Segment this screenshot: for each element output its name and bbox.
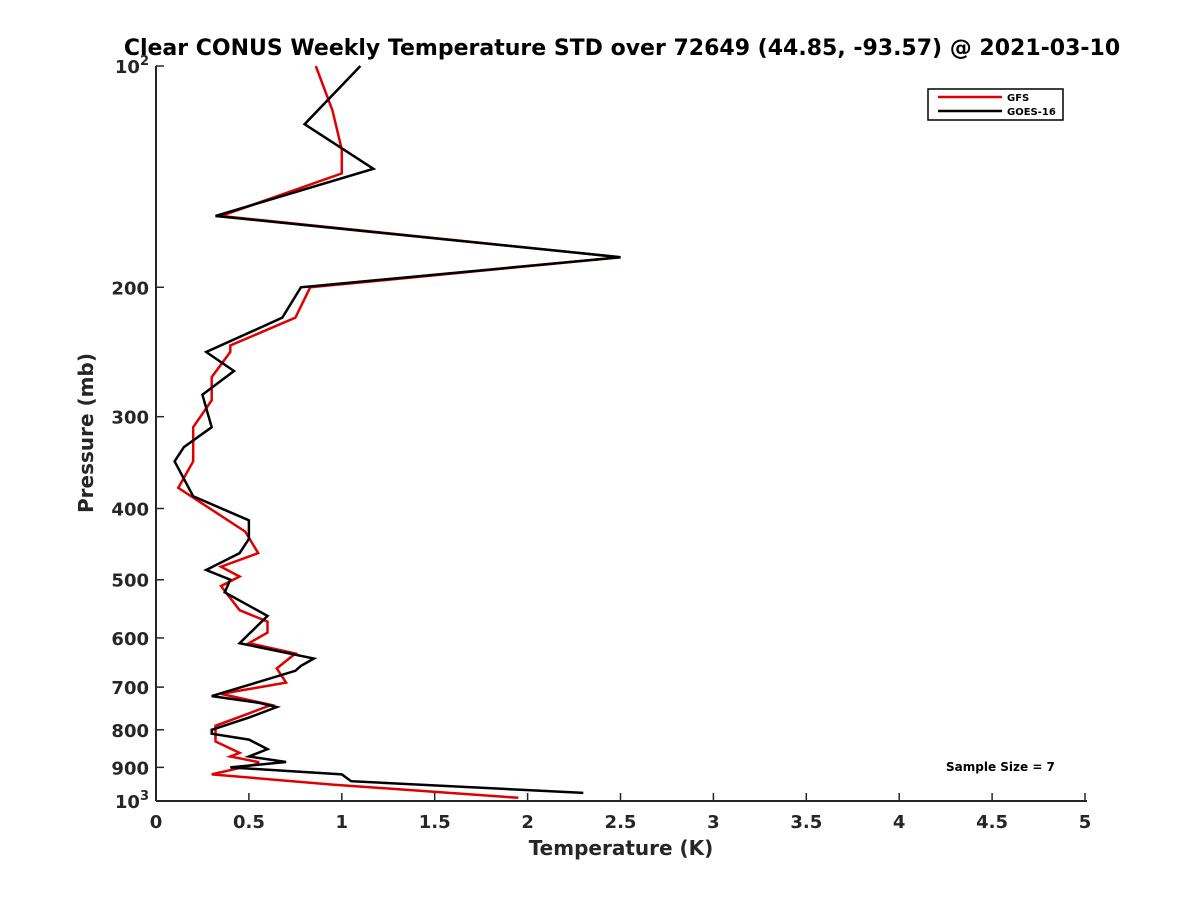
x-tick-label: 2 <box>521 812 534 833</box>
x-tick-label: 5 <box>1079 812 1092 833</box>
chart-title: Clear CONUS Weekly Temperature STD over … <box>124 36 1120 61</box>
y-tick-label: 200 <box>111 278 149 299</box>
x-ticks: 0 0.5 1 1.5 2 2.5 3 3.5 4 4.5 5 <box>150 793 1092 833</box>
legend-label-goes-16: GOES-16 <box>1007 107 1056 118</box>
y-tick-label: 103 <box>115 789 149 813</box>
x-tick-label: 3 <box>707 812 720 833</box>
series-line-gfs <box>176 65 621 800</box>
x-tick-label: 0.5 <box>233 812 265 833</box>
x-tick-label: 1.5 <box>419 812 451 833</box>
x-tick-label: 3.5 <box>790 812 822 833</box>
x-tick-label: 1 <box>336 812 349 833</box>
x-tick-label: 4 <box>893 812 906 833</box>
y-tick-label: 800 <box>111 721 149 742</box>
y-tick-base: 10 <box>115 792 140 813</box>
legend-box <box>927 88 1064 121</box>
x-axis-label: Temperature (K) <box>529 836 714 860</box>
series-layer <box>173 65 621 800</box>
x-tick-label: 2.5 <box>605 812 637 833</box>
y-tick-label: 600 <box>111 629 149 650</box>
series-line-goes-16 <box>173 65 621 795</box>
y-tick-base: 10 <box>115 57 140 78</box>
x-tick-label: 4.5 <box>976 812 1008 833</box>
y-tick-exponent: 3 <box>140 789 149 804</box>
y-tick-label: 900 <box>111 758 149 779</box>
y-tick-label: 300 <box>111 408 149 429</box>
y-tick-label: 400 <box>111 500 149 521</box>
y-tick-label: 700 <box>111 678 149 699</box>
sample-size-annotation: Sample Size = 7 <box>946 760 1055 774</box>
y-tick-label: 500 <box>111 571 149 592</box>
x-tick-label: 0 <box>150 812 163 833</box>
legend: GFS GOES-16 <box>927 88 1064 121</box>
y-tick-exponent: 2 <box>140 54 149 69</box>
legend-label-gfs: GFS <box>1007 93 1029 104</box>
y-axis-label: Pressure (mb) <box>74 353 98 513</box>
y-tick-label: 102 <box>115 54 149 78</box>
